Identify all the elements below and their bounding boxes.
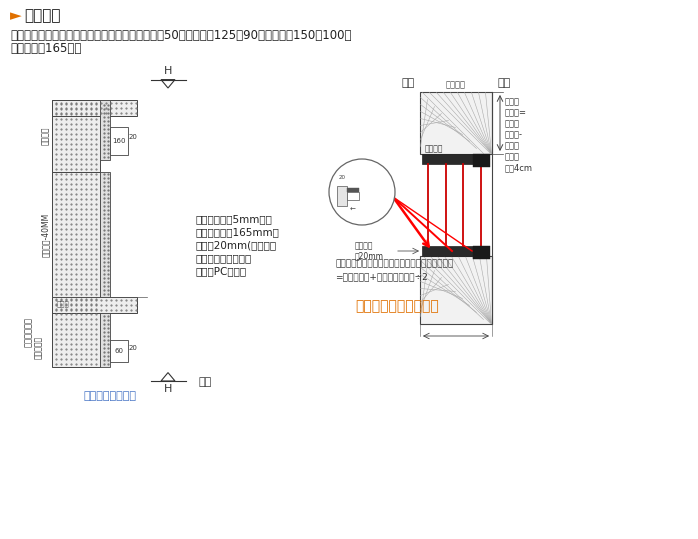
Text: 厚度为20mm(此种宽压: 厚度为20mm(此种宽压	[195, 240, 276, 250]
Bar	[422, 154, 487, 164]
Text: 高度4cm: 高度4cm	[505, 163, 533, 172]
Bar	[110, 340, 128, 362]
Text: 严格按照要求进行深化: 严格按照要求进行深化	[355, 299, 439, 313]
Bar	[347, 192, 359, 200]
Bar	[420, 256, 492, 324]
Text: =（墙体厚度+铝窗型材宽度）÷2: =（墙体厚度+铝窗型材宽度）÷2	[335, 272, 428, 281]
Text: 室外（绳墙）: 室外（绳墙）	[24, 317, 33, 347]
Bar	[473, 154, 490, 167]
Text: 在深化时针对不同型材厚度设置不同的企口宽度（50型材企口宽125；90型材企口宽150；100防: 在深化时针对不同型材厚度设置不同的企口宽度（50型材企口宽125；90型材企口宽…	[10, 29, 352, 42]
Text: 口高度-: 口高度-	[505, 130, 523, 140]
Bar	[420, 92, 492, 154]
Text: H: H	[164, 384, 172, 394]
Bar	[473, 246, 490, 259]
Text: 槽模板可内贴可内贴: 槽模板可内贴可内贴	[195, 253, 251, 263]
Text: 铝板或PC板）。: 铝板或PC板）。	[195, 266, 246, 276]
Text: 基脖高度
15mm: 基脖高度 15mm	[425, 144, 450, 164]
Text: 上下企: 上下企	[505, 142, 520, 150]
Text: 火窗企口宽165）。: 火窗企口宽165）。	[10, 42, 82, 55]
Bar	[52, 172, 100, 297]
Text: 口合计: 口合计	[505, 153, 520, 162]
Text: 企口高度
维20mm: 企口高度 维20mm	[355, 241, 384, 261]
Bar	[52, 297, 137, 313]
Bar	[52, 100, 100, 172]
Text: ←: ←	[350, 207, 356, 213]
Text: 金口内: 金口内	[505, 98, 520, 107]
Text: 压槽宽度包含5mm易拆: 压槽宽度包含5mm易拆	[195, 214, 272, 224]
Bar	[422, 246, 487, 256]
Text: 室内: 室内	[198, 377, 211, 387]
Text: 结构梁梁: 结构梁梁	[40, 127, 50, 145]
Text: 60: 60	[114, 348, 124, 354]
Circle shape	[329, 159, 395, 225]
Bar	[337, 186, 347, 206]
Text: 设计调: 设计调	[505, 120, 520, 128]
Text: 室内: 室内	[498, 78, 511, 88]
Bar	[100, 100, 110, 160]
Bar	[100, 313, 110, 367]
Bar	[52, 100, 137, 116]
Text: 20: 20	[129, 134, 138, 140]
Text: 窗下反水坡: 窗下反水坡	[34, 335, 43, 358]
Bar	[110, 127, 128, 155]
Text: 160: 160	[112, 138, 126, 144]
Text: 偶净高=: 偶净高=	[505, 108, 527, 118]
Bar	[347, 188, 359, 192]
Text: 斜边总宽度为165mm，: 斜边总宽度为165mm，	[195, 227, 279, 237]
Text: 解决措施: 解决措施	[24, 8, 61, 23]
Text: 结构留洞-40MM: 结构留洞-40MM	[40, 212, 50, 257]
Bar	[100, 172, 110, 297]
Text: 履台凸槽: 履台凸槽	[446, 80, 466, 89]
Bar	[52, 297, 100, 367]
Text: 20: 20	[129, 345, 138, 351]
Text: 室外: 室外	[401, 78, 415, 88]
Text: H: H	[164, 66, 172, 76]
Text: ►: ►	[10, 8, 22, 23]
Text: 20: 20	[339, 175, 346, 180]
Text: 窗洞口周边留企口宽度（居中安装、从外側算起）: 窗洞口周边留企口宽度（居中安装、从外側算起）	[335, 259, 453, 268]
Text: 防火窗企口深化图: 防火窗企口深化图	[84, 391, 137, 401]
Text: 防水线: 防水线	[57, 300, 70, 307]
